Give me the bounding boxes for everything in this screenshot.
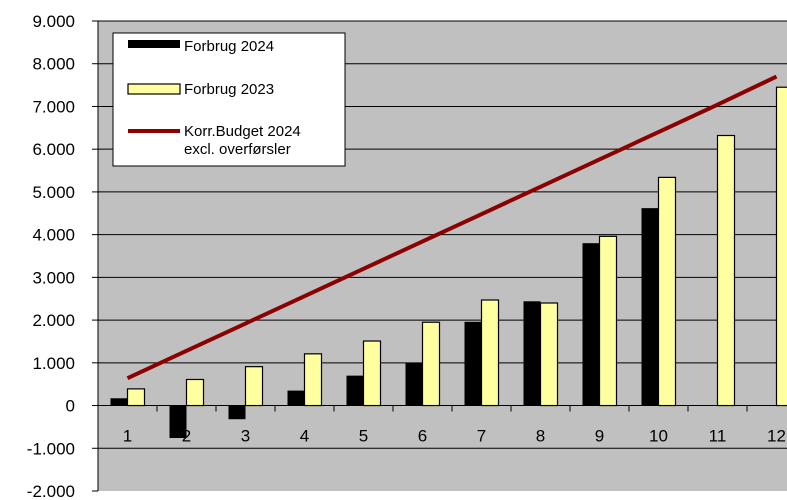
bars (110, 86, 787, 439)
bar-forbrug-2023-7 (480, 299, 500, 407)
legend-label-budget-line1: Korr.Budget 2024 (184, 123, 301, 140)
x-tick-label: 5 (359, 427, 368, 446)
bar-forbrug-2024-8 (523, 301, 541, 406)
x-tick-label: 7 (477, 427, 486, 446)
y-tick-label: 3.000 (32, 268, 75, 287)
legend-label-forbrug-2023: Forbrug 2023 (184, 81, 274, 98)
legend-swatch-forbrug-2024 (128, 40, 180, 48)
x-tick-label: 1 (123, 427, 132, 446)
x-tick-label: 2 (182, 427, 191, 446)
y-tick-label: -1.000 (27, 439, 75, 458)
y-tick-label: 1.000 (32, 354, 75, 373)
legend-label-forbrug-2024: Forbrug 2024 (184, 38, 274, 55)
bar-forbrug-2023-8 (539, 302, 559, 407)
x-tick-labels: 1 2 3 4 5 6 7 8 9 10 11 12 (123, 427, 786, 446)
y-tick-label: 8.000 (32, 55, 75, 74)
axes (92, 20, 787, 492)
bar-forbrug-2024-9 (582, 243, 600, 406)
bar-forbrug-2023-12 (775, 86, 787, 407)
budget-line (126, 74, 778, 381)
y-tick-label: 5.000 (32, 183, 75, 202)
bar-forbrug-2024-6 (405, 362, 423, 406)
budget-line-group (126, 74, 778, 381)
bar-forbrug-2024-2 (169, 405, 187, 439)
y-tick-label: 2.000 (32, 311, 75, 330)
bar-forbrug-2023-5 (362, 340, 382, 407)
x-tick-label: 8 (536, 427, 545, 446)
legend: Forbrug 2024 Forbrug 2023 Korr.Budget 20… (112, 32, 346, 167)
bar-forbrug-2023-9 (598, 235, 618, 407)
y-tick-label: 7.000 (32, 97, 75, 116)
y-tick-label: 6.000 (32, 140, 75, 159)
x-tick-label: 9 (595, 427, 604, 446)
y-tick-label: -2.000 (27, 482, 75, 500)
legend-label-budget-line2: excl. overførsler (184, 141, 291, 158)
bar-forbrug-2023-2 (185, 378, 205, 407)
bar-forbrug-2024-3 (228, 405, 246, 420)
bar-forbrug-2024-1 (110, 398, 128, 406)
legend-swatch-forbrug-2023 (127, 83, 181, 95)
y-tick-label: 9.000 (32, 12, 75, 31)
x-tick-label: 11 (709, 427, 727, 446)
bar-forbrug-2024-5 (346, 375, 364, 406)
y-tick-label: 4.000 (32, 226, 75, 245)
bar-forbrug-2023-3 (244, 366, 264, 407)
bar-forbrug-2023-4 (303, 353, 323, 407)
bar-forbrug-2023-1 (126, 388, 146, 407)
bar-forbrug-2024-10 (641, 208, 659, 406)
legend-box (112, 32, 346, 167)
bar-forbrug-2024-7 (464, 321, 482, 406)
x-tick-label: 10 (649, 427, 668, 446)
x-tick-label: 4 (300, 427, 309, 446)
x-tick-label: 12 (767, 427, 786, 446)
bar-forbrug-2024-4 (287, 390, 305, 406)
x-tick-label: 6 (418, 427, 427, 446)
bar-forbrug-2023-11 (716, 134, 736, 407)
x-tick-label: 3 (241, 427, 250, 446)
bar-forbrug-2023-6 (421, 321, 441, 407)
y-tick-label: 0 (66, 397, 75, 416)
y-tick-labels: -2.000 -1.000 0 1.000 2.000 3.000 4.000 5.000 6.… (27, 12, 75, 500)
bar-forbrug-2023-10 (657, 176, 677, 407)
